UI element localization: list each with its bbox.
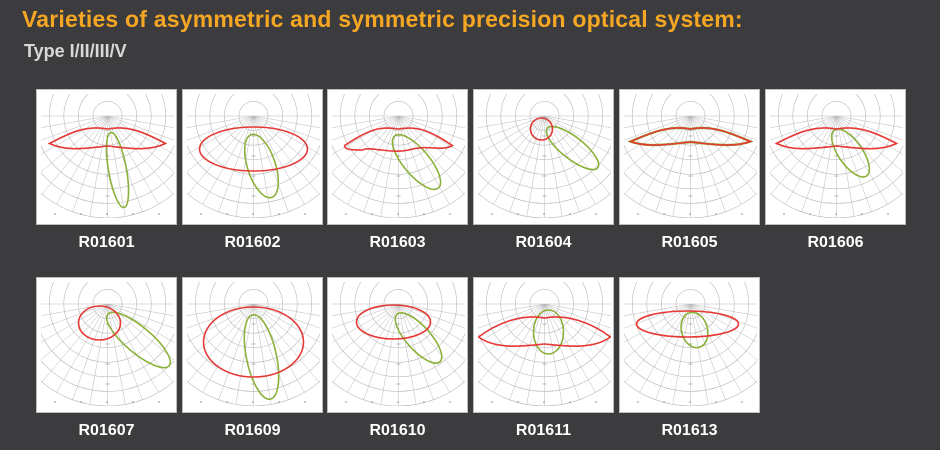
diagram-code-label: R01605 [661,234,718,251]
diagram-code-label: R01604 [515,234,572,251]
secondary-intensity-curve [243,133,280,199]
diagram-code-label: R01611 [515,422,572,439]
secondary-intensity-curve [532,309,565,355]
diagram-code-label: R01610 [369,422,426,439]
primary-intensity-curve [343,127,455,152]
polar-diagram-card [473,277,614,413]
polar-light-distribution-plot [332,94,465,218]
polar-light-distribution-plot [187,94,320,218]
secondary-intensity-curve [105,131,130,209]
polar-light-distribution-plot [624,94,757,218]
page-title: Varieties of asymmetric and symmetric pr… [22,6,743,32]
primary-intensity-curve [635,310,740,338]
diagram-code-label: R01607 [78,422,135,439]
primary-intensity-curve [478,316,611,347]
diagram-code-label: R01603 [369,234,426,251]
secondary-intensity-curve [391,133,442,191]
diagram-code-label: R01602 [224,234,281,251]
polar-light-distribution-plot [478,282,611,406]
polar-light-distribution-plot [478,94,611,218]
polar-diagram-card [619,277,760,413]
polar-diagram-card [473,89,614,225]
polar-light-distribution-plot [41,94,174,218]
primary-intensity-curve [202,306,305,378]
polar-diagram-card [765,89,906,225]
polar-light-distribution-plot [332,282,465,406]
secondary-intensity-curve [105,311,172,369]
primary-intensity-curve [77,305,122,341]
diagram-code-label: R01609 [224,422,281,439]
polar-light-distribution-plot [41,282,174,406]
polar-diagram-card [327,89,468,225]
secondary-intensity-curve [680,311,709,349]
primary-intensity-curve [198,126,309,172]
polar-diagram-card [619,89,760,225]
primary-intensity-curve [355,304,432,340]
polar-light-distribution-plot [770,94,903,218]
page-subtitle: Type I/II/III/V [24,41,127,61]
polar-diagram-card [36,277,177,413]
secondary-intensity-curve [243,314,280,400]
diagram-code-label: R01606 [807,234,864,251]
polar-diagram-card [36,89,177,225]
polar-light-distribution-plot [624,282,757,406]
polar-diagram-card [182,89,323,225]
primary-intensity-curve [628,127,753,146]
diagram-code-label: R01601 [78,234,135,251]
diagram-code-label: R01613 [661,422,718,439]
primary-intensity-curve [774,127,899,150]
secondary-intensity-curve [545,125,600,171]
polar-diagram-card [182,277,323,413]
primary-intensity-curve [529,117,554,141]
secondary-intensity-curve [830,128,871,178]
polar-diagram-card [327,277,468,413]
polar-light-distribution-plot [187,282,320,406]
primary-intensity-curve [47,127,168,150]
